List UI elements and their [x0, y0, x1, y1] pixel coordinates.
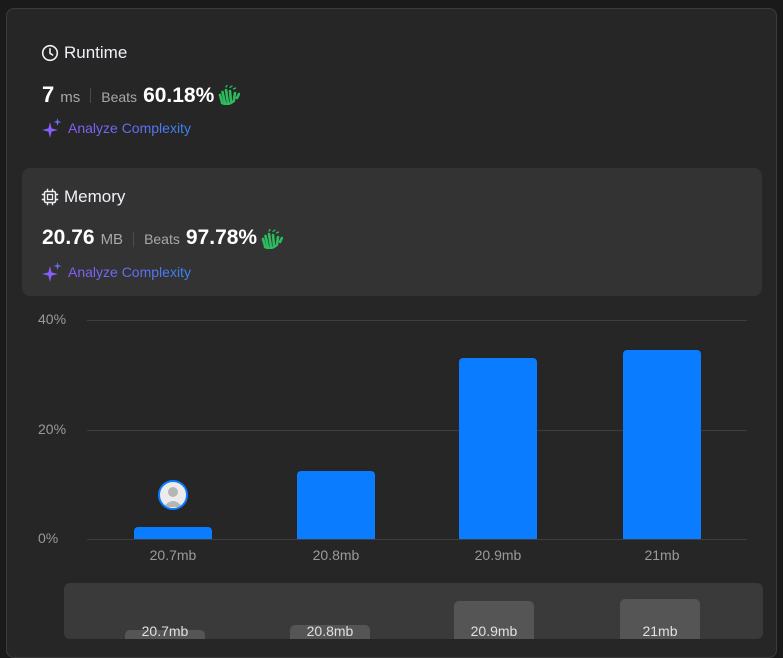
- gridline: [87, 539, 747, 540]
- minimap-bar: [125, 630, 205, 639]
- runtime-analyze-complexity-link[interactable]: Analyze Complexity: [42, 118, 191, 138]
- memory-value: 20.76: [42, 226, 95, 249]
- x-tick-label: 20.9mb: [474, 547, 522, 563]
- x-tick-label: 20.7mb: [149, 547, 197, 563]
- sparkle-icon: [42, 262, 62, 282]
- minimap-label: 21mb: [642, 623, 678, 639]
- memory-beats-label: Beats: [144, 231, 180, 247]
- minimap-bar: [290, 624, 370, 639]
- minimap-label: 20.7mb: [141, 623, 189, 639]
- runtime-title-label: Runtime: [64, 43, 128, 62]
- bar-20.7mb[interactable]: [134, 526, 212, 539]
- sparkle-icon: [42, 118, 62, 138]
- memory-card[interactable]: Memory 20.76 MB Beats 97.78% Analyze Com…: [22, 168, 762, 296]
- runtime-analyze-label: Analyze Complexity: [68, 120, 191, 136]
- memory-beats-value: 97.78%: [185, 226, 258, 249]
- runtime-card[interactable]: Runtime 7 ms Beats 60.18% Analyze Comple…: [22, 24, 762, 152]
- runtime-stat-row: 7 ms Beats 60.18%: [42, 82, 241, 108]
- memory-stat-row: 20.76 MB Beats 97.78%: [42, 226, 284, 252]
- clapping-hands-icon: [218, 85, 241, 105]
- bar-20.8mb[interactable]: [297, 470, 375, 539]
- y-tick-label: 40%: [38, 311, 67, 327]
- bar-20.9mb[interactable]: [459, 358, 537, 539]
- y-tick-label: 20%: [38, 420, 67, 437]
- gridline: [87, 320, 747, 321]
- clapping-hands-icon: [261, 229, 284, 249]
- minimap-bar: [454, 600, 534, 639]
- runtime-beats-value: 60.18%: [143, 84, 215, 107]
- memory-unit: MB: [100, 231, 124, 248]
- memory-title: Memory: [41, 186, 125, 208]
- clock-icon: [41, 44, 59, 62]
- divider: [133, 231, 135, 247]
- gridline: [87, 429, 747, 431]
- submission-stats-panel: [6, 8, 777, 658]
- runtime-title: Runtime: [41, 42, 127, 64]
- minimap-bar: [620, 599, 700, 639]
- user-avatar-marker[interactable]: [158, 479, 188, 510]
- memory-analyze-complexity-link[interactable]: Analyze Complexity: [42, 262, 191, 282]
- memory-analyze-label: Analyze Complexity: [68, 264, 191, 280]
- minimap-label: 20.8mb: [306, 623, 354, 639]
- runtime-value: 7: [42, 82, 55, 107]
- chart-range-minimap[interactable]: 20.7mb 20.8mb 20.9mb 21mb: [64, 583, 763, 639]
- divider: [90, 87, 92, 103]
- runtime-beats-label: Beats: [101, 89, 138, 105]
- runtime-unit: ms: [60, 89, 81, 106]
- user-icon: [163, 486, 183, 507]
- memory-title-label: Memory: [64, 187, 126, 206]
- x-tick-label: 20.8mb: [312, 547, 360, 563]
- chip-icon: [41, 188, 59, 206]
- y-tick-label: 0%: [38, 530, 59, 546]
- x-tick-label: 21mb: [644, 547, 680, 563]
- memory-distribution-chart: 0% 20% 40% 20.7mb 20.8mb 20.9mb 21mb: [0, 300, 783, 580]
- minimap-label: 20.9mb: [470, 623, 518, 639]
- bar-21mb[interactable]: [623, 350, 701, 539]
